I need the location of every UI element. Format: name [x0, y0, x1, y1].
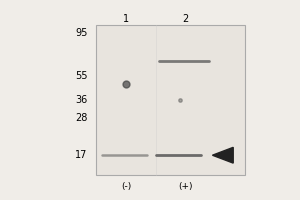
Text: 95: 95: [75, 28, 88, 38]
Polygon shape: [212, 147, 233, 163]
Text: 55: 55: [75, 71, 88, 81]
Text: 17: 17: [75, 150, 88, 160]
Text: 2: 2: [182, 14, 189, 24]
Text: (-): (-): [121, 182, 131, 191]
FancyBboxPatch shape: [97, 25, 245, 175]
Text: 1: 1: [123, 14, 129, 24]
Text: (+): (+): [178, 182, 193, 191]
Text: 28: 28: [75, 113, 88, 123]
Text: 36: 36: [75, 95, 88, 105]
